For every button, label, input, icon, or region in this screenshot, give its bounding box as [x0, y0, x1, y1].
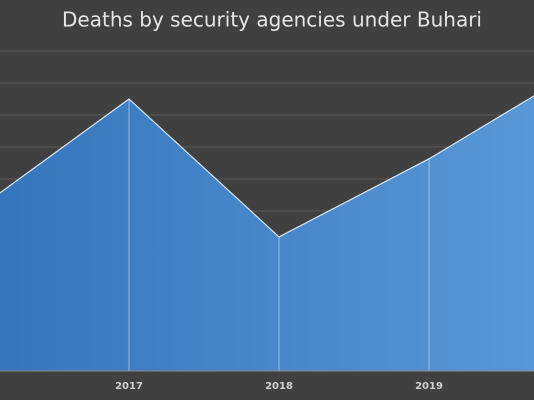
- x-tick-label: 2019: [415, 381, 443, 392]
- area-outline: [0, 95, 534, 238]
- x-tick-label: 2017: [115, 381, 143, 392]
- area: [0, 95, 534, 371]
- x-tick-label: 2018: [265, 381, 293, 392]
- chart-title: Deaths by security agencies under Buhari: [62, 8, 482, 32]
